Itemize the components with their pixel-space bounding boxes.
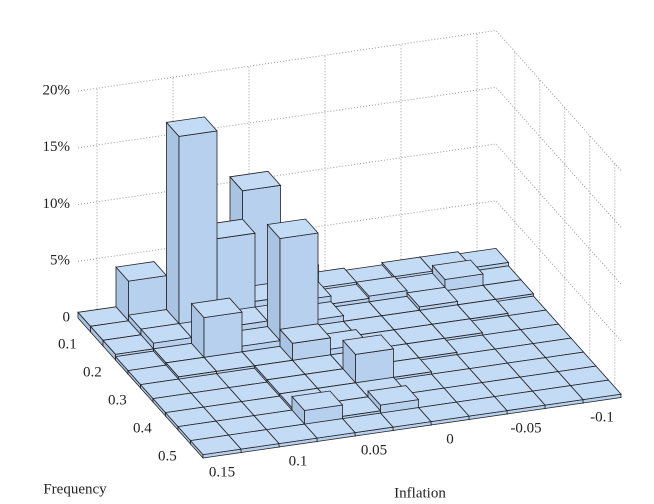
z-tick-label: 5% <box>50 253 70 269</box>
y-tick-label: 0.4 <box>133 420 152 436</box>
x-tick-label: 0.1 <box>289 454 308 470</box>
bar-top <box>367 385 420 406</box>
bar-side <box>166 121 180 337</box>
bar-top <box>190 297 243 319</box>
z-tick-label: 15% <box>43 139 71 155</box>
bar-top <box>431 259 484 280</box>
y-tick-label: 0.2 <box>83 364 102 380</box>
grid-line <box>77 29 622 171</box>
x-tick-label: 0.05 <box>361 443 387 459</box>
z-tick-label: 0 <box>63 309 71 325</box>
bar-top <box>229 170 282 192</box>
z-tick-label: 20% <box>43 82 71 98</box>
bar-top <box>291 390 344 411</box>
y-tick-label: 0.1 <box>58 336 77 352</box>
x-tick-label: 0 <box>446 432 454 448</box>
z-tick-label: 10% <box>43 196 71 212</box>
bar-top <box>165 116 218 137</box>
bar-top <box>266 218 319 239</box>
y-axis-label: Frequency <box>43 481 107 497</box>
bar-top <box>279 323 332 344</box>
x-tick-label: -0.05 <box>510 421 541 437</box>
bar-top <box>355 276 408 297</box>
bar-top <box>189 434 242 456</box>
bar-top <box>165 356 218 378</box>
x-tick-label: -0.1 <box>590 410 614 426</box>
y-tick-label: 0.5 <box>158 448 177 464</box>
bar-top <box>406 286 459 308</box>
bar-top <box>342 334 395 355</box>
x-axis-label: Inflation <box>394 485 446 501</box>
y-tick-label: 0.3 <box>108 392 127 408</box>
x-tick-label: 0.15 <box>209 465 235 481</box>
